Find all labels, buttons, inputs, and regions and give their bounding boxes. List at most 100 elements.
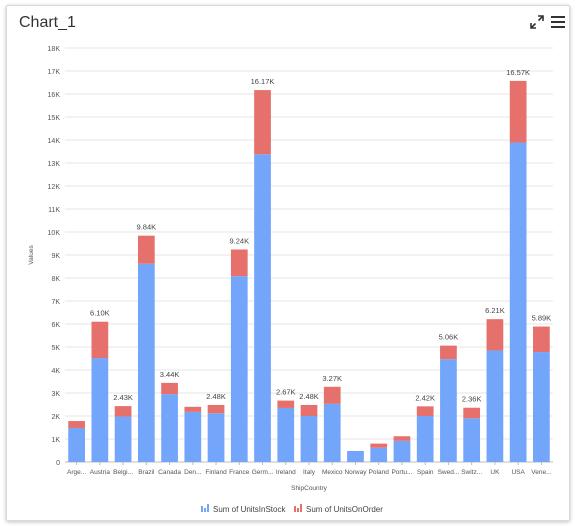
legend-label: Sum of UnitsInStock [213, 505, 286, 514]
y-tick-label: 10K [48, 230, 61, 237]
bar-units-in-stock [323, 403, 341, 462]
x-tick-label: Vene... [531, 469, 551, 476]
hamburger-menu-icon[interactable] [550, 14, 566, 30]
bar-units-in-stock [509, 142, 527, 462]
bar-units-on-order [91, 321, 109, 359]
y-tick-label: 11K [48, 207, 60, 214]
legend-marker-icon [297, 508, 299, 512]
bar-units-in-stock [440, 359, 457, 462]
bar-units-in-stock [68, 427, 85, 462]
bar-units-on-order [300, 404, 318, 416]
data-label: 2.43K [113, 393, 133, 402]
bar-units-on-order [463, 407, 481, 419]
y-tick-label: 8K [51, 276, 60, 283]
x-tick-label: Canada [158, 469, 181, 476]
bar-units-in-stock [254, 154, 271, 462]
bar-units-in-stock [300, 416, 318, 462]
expand-arrows-icon[interactable] [529, 14, 545, 30]
chart-widget: Chart_1 0 1K 2K 3K 4K 5K 6K 7K 8K 9K 10K 11K 12K 13K 1… [6, 5, 570, 521]
y-tick-label: 17K [48, 69, 61, 76]
y-tick-label: 14K [48, 138, 61, 145]
bar-units-in-stock [347, 450, 364, 462]
bar-units-in-stock [114, 416, 132, 462]
y-tick-label: 2K [51, 414, 60, 421]
data-label: 6.10K [90, 309, 110, 318]
bar-units-on-order [440, 345, 457, 360]
x-tick-label: Belgi... [113, 469, 133, 476]
y-tick-label: 4K [51, 368, 60, 375]
x-tick-label: Portu... [391, 469, 412, 476]
y-tick-label: 0 [56, 460, 60, 467]
data-label: 9.24K [229, 236, 249, 245]
legend-marker-icon [207, 504, 209, 512]
bar-units-in-stock [533, 352, 550, 462]
data-label: 5.06K [439, 333, 459, 342]
bar-units-in-stock [277, 407, 295, 462]
x-tick-label: Swed... [438, 469, 460, 476]
bar-units-in-stock [416, 416, 434, 462]
bar-units-on-order [486, 319, 504, 351]
x-tick-label: Spain [417, 469, 434, 476]
bar-units-on-order [370, 443, 388, 448]
bar-units-on-order [277, 400, 295, 408]
y-tick-label: 12K [48, 184, 61, 191]
x-tick-label: Germ... [252, 469, 274, 476]
x-tick-label: Italy [303, 469, 316, 476]
y-tick-label: 7K [51, 299, 60, 306]
bar-units-on-order [184, 406, 202, 412]
bar-units-on-order [114, 406, 132, 417]
x-tick-label: USA [511, 469, 525, 476]
x-tick-label: Norway [344, 469, 367, 476]
x-tick-label: Ireland [276, 469, 296, 476]
data-label: 2.48K [206, 392, 226, 401]
x-axis-title: ShipCountry [291, 485, 328, 492]
y-tick-label: 16K [48, 92, 61, 99]
y-tick-label: 6K [51, 322, 60, 329]
bar-units-in-stock [370, 447, 388, 462]
legend-marker-icon [300, 504, 302, 512]
x-tick-label: Switz... [461, 469, 482, 476]
data-label: 2.36K [462, 395, 482, 404]
data-label: 5.89K [532, 314, 552, 323]
x-tick-label: Mexico [322, 469, 343, 476]
x-tick-label: Poland [369, 469, 390, 476]
x-tick-label: Arge... [67, 469, 86, 476]
bar-units-on-order [68, 421, 85, 428]
y-tick-label: 1K [51, 437, 60, 444]
x-tick-label: UK [490, 469, 500, 476]
bar-units-in-stock [393, 440, 411, 462]
x-tick-label: France [229, 469, 250, 476]
data-label: 6.21K [485, 306, 505, 315]
bar-units-on-order [416, 406, 434, 416]
bar-units-on-order [393, 436, 411, 441]
bar-units-in-stock [91, 358, 109, 462]
bar-units-in-stock [184, 411, 202, 462]
bar-units-on-order [323, 386, 341, 404]
data-label: 2.67K [276, 388, 296, 397]
bar-units-on-order [161, 382, 178, 395]
data-label: 2.48K [299, 392, 319, 401]
legend-item: Sum of UnitsInStock [201, 504, 286, 514]
bar-units-in-stock [486, 350, 504, 462]
bar-units-on-order [533, 326, 550, 353]
data-label: 9.84K [137, 223, 157, 232]
bar-units-in-stock [207, 413, 225, 462]
bar-units-in-stock [463, 418, 481, 462]
y-tick-label: 3K [51, 391, 60, 398]
y-tick-label: 15K [48, 115, 61, 122]
data-label: 3.44K [160, 370, 180, 379]
bar-units-on-order [230, 249, 248, 277]
legend-marker-icon [201, 506, 203, 512]
legend-marker-icon [204, 508, 206, 512]
bar-units-in-stock [161, 394, 178, 462]
y-axis-title: Values [28, 245, 35, 265]
legend-label: Sum of UnitsOnOrder [306, 505, 383, 514]
data-label: 16.17K [251, 77, 275, 86]
bar-units-on-order [509, 80, 527, 143]
data-label: 16.57K [506, 68, 530, 77]
x-tick-label: Austria [90, 469, 111, 476]
y-tick-label: 5K [51, 345, 60, 352]
y-tick-label: 13K [48, 161, 61, 168]
bar-units-in-stock [230, 276, 248, 462]
x-tick-label: Den... [184, 469, 202, 476]
